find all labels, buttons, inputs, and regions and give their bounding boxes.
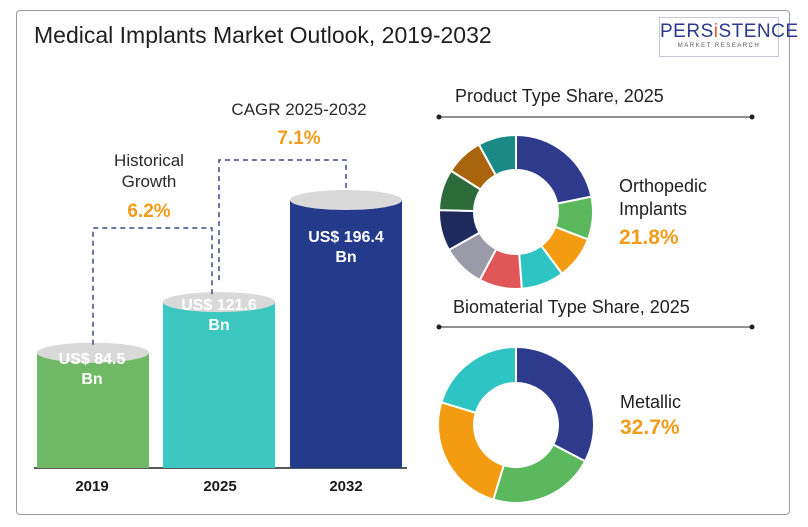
biomaterial-slice-0 <box>515 345 595 463</box>
historical-growth-value: 6.2% <box>127 201 171 222</box>
product-slice-0 <box>515 133 593 205</box>
x-tick-2019: 2019 <box>75 478 109 495</box>
biomaterial-slice-2 <box>437 401 506 501</box>
pie1-highlight-value: 21.8% <box>619 226 679 249</box>
product-slice-9 <box>477 133 517 177</box>
historical-connector <box>92 227 213 345</box>
bar-value-label: US$ 84.5 Bn <box>38 350 146 390</box>
cagr-label: CAGR 2025-2032 <box>231 100 367 119</box>
bar-value-2019: US$ 84.5 Bn <box>58 351 126 388</box>
biomaterial-slice-1 <box>492 443 587 504</box>
pie1-title: Product Type Share, 2025 <box>455 86 664 106</box>
bar-value-label: US$ 196.4 Bn <box>290 228 402 268</box>
x-tick-2032: 2032 <box>329 478 363 495</box>
cagr-value: 7.1% <box>277 128 321 149</box>
biomaterial-slice-3 <box>440 345 517 415</box>
bar-2032 <box>290 200 402 468</box>
product-type-donut <box>437 133 594 290</box>
pie2-title: Biomaterial Type Share, 2025 <box>453 297 690 317</box>
pie1-divider-dot-left <box>436 114 442 120</box>
brand-logo: PERSiSTENCE MARKET RESEARCH <box>659 17 798 57</box>
pie2-highlight-label: Metallic <box>620 392 682 412</box>
bar-cap-2032 <box>290 190 402 210</box>
bar-value-2032: US$ 196.4 Bn <box>308 229 384 266</box>
biomaterial-type-donut <box>437 345 595 504</box>
pie2-divider-dot-left <box>436 324 442 330</box>
chart-title: Medical Implants Market Outlook, 2019-20… <box>34 22 492 48</box>
cagr-connector <box>218 159 347 281</box>
bar-2025 <box>163 302 275 468</box>
bar-2019 <box>37 352 149 468</box>
pie1-divider-dot-right <box>749 114 755 120</box>
bar-value-label: US$ 121.6 Bn <box>163 296 275 336</box>
bar-value-2025: US$ 121.6 Bn <box>181 297 257 334</box>
bar-cap-2019 <box>37 342 149 363</box>
bar-cap-2025 <box>163 292 275 313</box>
pie1-highlight-label: Orthopedic Implants <box>619 176 708 219</box>
pie2-highlight-value: 32.7% <box>620 416 680 439</box>
x-tick-2025: 2025 <box>203 478 237 495</box>
pie2-divider-dot-right <box>749 324 755 330</box>
historical-growth-label: Historical Growth <box>114 151 184 191</box>
